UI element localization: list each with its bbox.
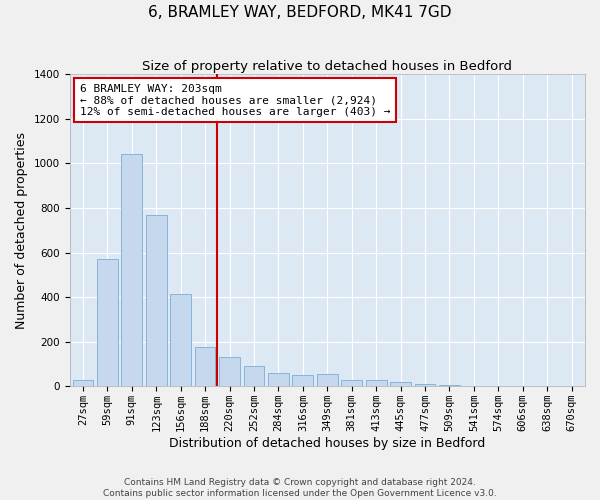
Bar (195, 348, 215, 387)
Bar (317, 374, 338, 386)
Bar (341, 380, 362, 386)
Bar (146, 214, 167, 386)
Bar (390, 382, 411, 386)
Bar (73, 380, 94, 386)
Bar (292, 375, 313, 386)
Bar (439, 385, 460, 386)
Bar (219, 358, 240, 386)
Bar (97, 259, 118, 386)
Text: 6, BRAMLEY WAY, BEDFORD, MK41 7GD: 6, BRAMLEY WAY, BEDFORD, MK41 7GD (148, 5, 452, 20)
Text: 6 BRAMLEY WAY: 203sqm
← 88% of detached houses are smaller (2,924)
12% of semi-d: 6 BRAMLEY WAY: 203sqm ← 88% of detached … (80, 84, 391, 116)
Y-axis label: Number of detached properties: Number of detached properties (15, 132, 28, 328)
Bar (415, 384, 436, 386)
X-axis label: Distribution of detached houses by size in Bedford: Distribution of detached houses by size … (169, 437, 485, 450)
Bar (170, 294, 191, 386)
Bar (366, 380, 386, 386)
Title: Size of property relative to detached houses in Bedford: Size of property relative to detached ho… (142, 60, 512, 73)
Bar (268, 373, 289, 386)
Bar (121, 154, 142, 386)
Bar (244, 366, 265, 386)
Text: Contains HM Land Registry data © Crown copyright and database right 2024.
Contai: Contains HM Land Registry data © Crown c… (103, 478, 497, 498)
